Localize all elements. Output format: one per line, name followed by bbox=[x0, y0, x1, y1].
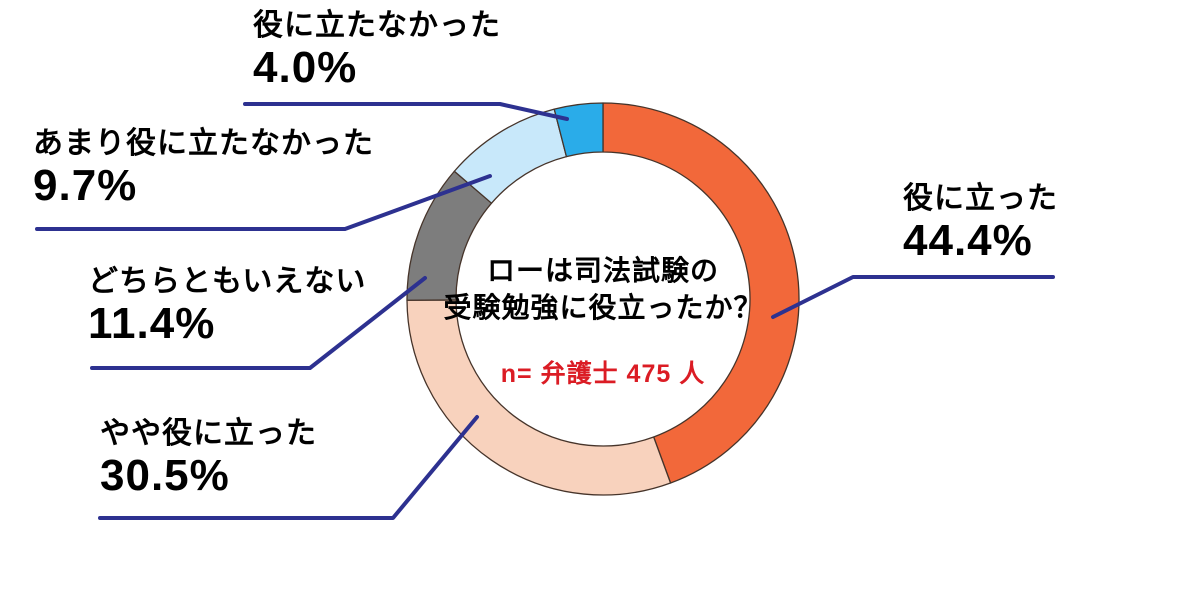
callout-not-very-useful-label: あまり役に立たなかった bbox=[33, 127, 374, 160]
callout-not-very-useful-value: 9.7% bbox=[33, 161, 138, 210]
chart-title-line-2: 受験勉強に役立ったか？ bbox=[443, 292, 763, 323]
donut-segment-0 bbox=[602, 102, 800, 484]
chart-title-line-1: ローは司法試験の bbox=[486, 255, 720, 286]
callout-neutral: どちらともいえない 11.4% bbox=[88, 264, 366, 348]
leader-line-not-very-useful bbox=[35, 174, 492, 231]
donut-center-text: ローは司法試験の 受験勉強に役立ったか？ n= 弁護士 475 人 bbox=[443, 252, 762, 390]
callout-somewhat-useful-label: やや役に立った bbox=[100, 417, 317, 450]
callout-not-useful: 役に立たなかった 4.0% bbox=[253, 8, 501, 92]
donut-segment-4 bbox=[553, 102, 604, 158]
leader-line-not-useful bbox=[243, 102, 569, 121]
callout-useful-label: 役に立った bbox=[903, 182, 1058, 215]
callout-somewhat-useful-value: 30.5% bbox=[100, 451, 230, 500]
callout-useful-value: 44.4% bbox=[903, 216, 1033, 265]
leader-line-somewhat-useful bbox=[98, 415, 479, 520]
leader-line-neutral bbox=[90, 276, 427, 370]
callout-not-very-useful: あまり役に立たなかった 9.7% bbox=[33, 126, 374, 210]
leader-line-useful bbox=[771, 275, 1055, 319]
callout-useful: 役に立った 44.4% bbox=[903, 181, 1058, 265]
callout-somewhat-useful: やや役に立った 30.5% bbox=[100, 416, 317, 500]
callout-neutral-value: 11.4% bbox=[88, 299, 216, 348]
callout-neutral-label: どちらともいえない bbox=[88, 265, 367, 298]
callout-not-useful-value: 4.0% bbox=[253, 43, 358, 92]
sample-size-label: n= 弁護士 475 人 bbox=[500, 360, 706, 388]
callout-not-useful-label: 役に立たなかった bbox=[253, 9, 501, 42]
donut-segment-1 bbox=[406, 299, 672, 496]
